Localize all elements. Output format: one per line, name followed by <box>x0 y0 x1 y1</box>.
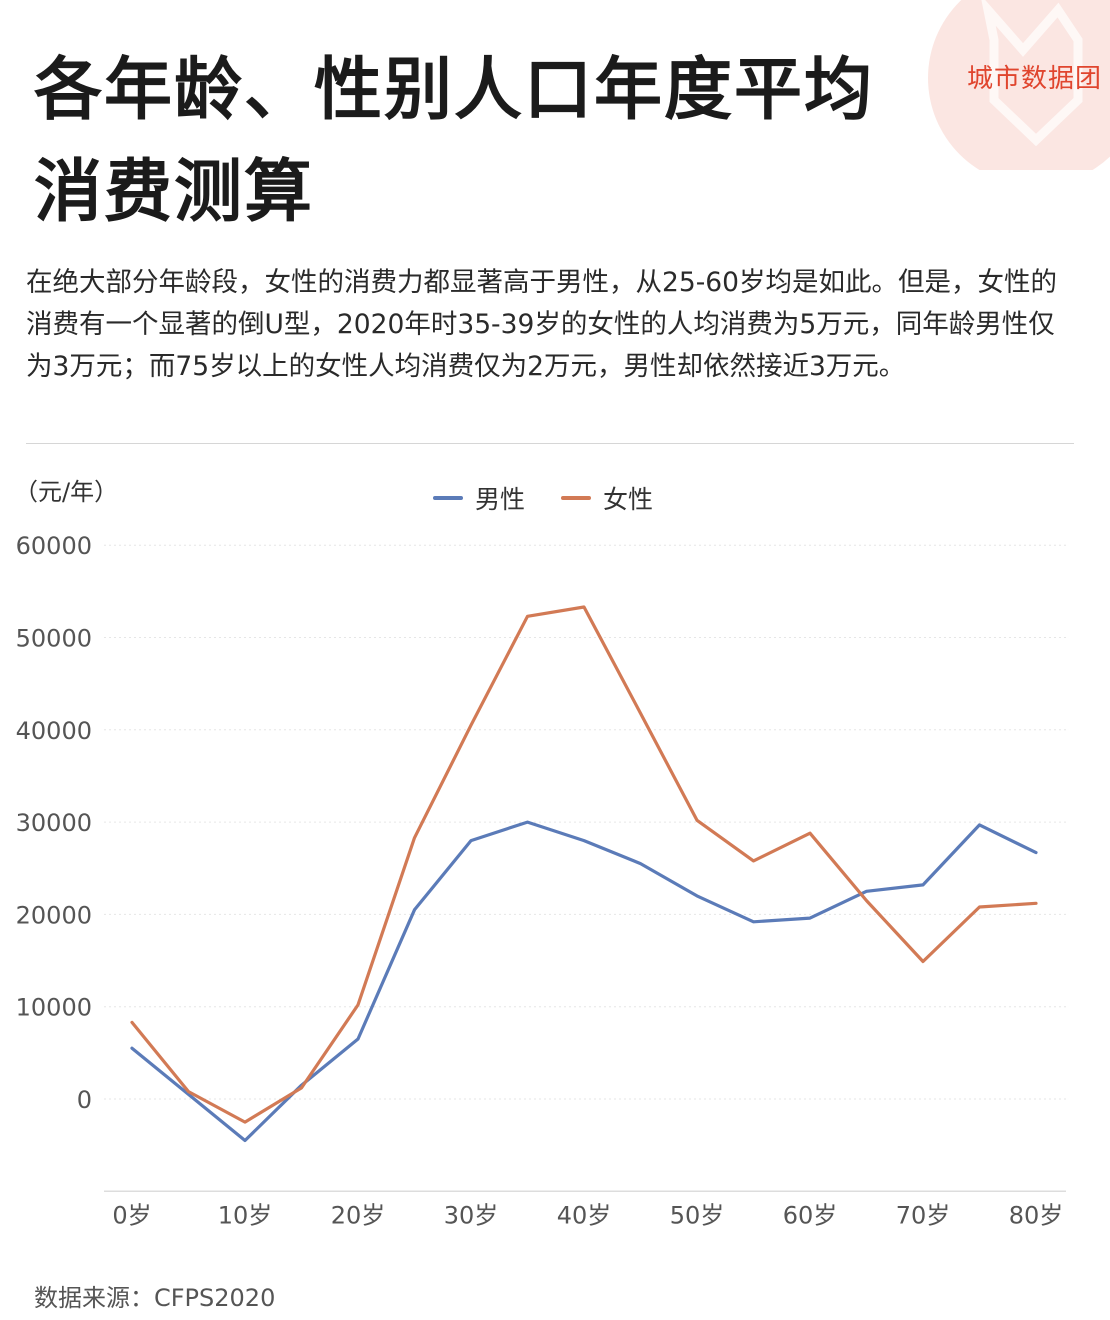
y-tick-label: 60000 <box>16 532 92 560</box>
logo-watermark-icon <box>928 0 1110 170</box>
data-source: 数据来源：CFPS2020 <box>34 1284 276 1312</box>
line-chart: 0 10000 20000 30000 40000 50000 60000 0岁 10岁 20岁 3… <box>16 532 1066 1229</box>
x-tick-label: 80岁 <box>1009 1201 1064 1229</box>
x-tick-label: 30岁 <box>444 1201 499 1229</box>
x-tick-label: 60岁 <box>783 1201 838 1229</box>
page-title: 各年龄、性别人口年度平均消费测算 <box>34 51 875 232</box>
x-tick-label: 70岁 <box>896 1201 951 1229</box>
y-tick-label: 20000 <box>16 901 92 929</box>
y-tick-label: 10000 <box>16 994 92 1022</box>
description: 在绝大部分年龄段，女性的消费力都显著高于男性，从25-60岁均是如此。但是，女性… <box>26 267 1058 382</box>
logo-text: 城市数据团 <box>966 64 1102 94</box>
legend-swatch-female <box>561 496 592 500</box>
x-tick-label: 20岁 <box>331 1201 386 1229</box>
series-line-female <box>130 605 1038 1124</box>
legend-item-female: 女性 <box>561 480 653 516</box>
y-tick-label: 30000 <box>16 809 92 837</box>
divider <box>26 443 1074 444</box>
legend-item-male: 男性 <box>433 480 525 516</box>
legend-label-male: 男性 <box>475 485 526 514</box>
y-tick-label: 40000 <box>16 717 92 745</box>
legend-swatch-male <box>433 496 463 500</box>
series-line-male <box>130 820 1038 1143</box>
x-tick-label: 10岁 <box>218 1201 273 1229</box>
x-tick-label: 0岁 <box>112 1201 151 1229</box>
chart-legend: 男性 女性 <box>433 480 689 516</box>
y-tick-label: 50000 <box>16 625 92 653</box>
x-tick-label: 50岁 <box>670 1201 725 1229</box>
x-tick-label: 40岁 <box>557 1201 612 1229</box>
y-tick-label: 0 <box>77 1086 92 1114</box>
y-axis-unit-label: （元/年） <box>14 478 119 506</box>
legend-label-female: 女性 <box>603 485 654 514</box>
